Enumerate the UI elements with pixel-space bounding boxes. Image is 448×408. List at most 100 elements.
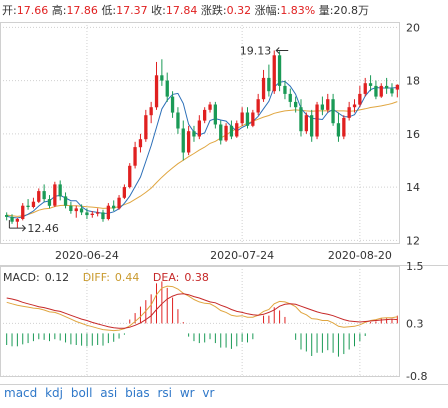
candlestick-series [5,50,399,229]
axis-labels: 20 18 16 14 12 2020-06-24 2020-07-24 2020-08-20… [55,21,427,383]
tab-asi[interactable]: asi [100,386,118,400]
candle-body [283,85,287,94]
candle-body [58,184,62,197]
candle-body [299,107,303,132]
close-label: 收: [151,4,166,17]
candle-body [5,215,9,217]
candle-body [101,212,105,220]
candle-body [31,201,36,207]
candle-body [144,115,148,140]
macd-legend: MACD: 0.12 DIFF: 0.44 DEA: 0.38 [3,271,219,284]
candle-body [128,165,132,188]
x-tick-label: 2020-08-20 [328,249,392,262]
candle-body [208,104,212,110]
tab-wr[interactable]: wr [179,386,195,400]
candle-body [245,112,250,126]
macd-y-tick-label: 0.3 [406,317,424,330]
candle-body [224,125,228,141]
open-label: 开: [2,4,17,17]
candle-body [395,84,399,90]
tab-kdj[interactable]: kdj [45,386,63,400]
price-y-tick-label: 20 [406,21,420,34]
candle-body [256,99,260,113]
candle-body [326,99,330,110]
candle-body [342,117,346,137]
macd-legend-dea: DEA: 0.38 [153,271,214,284]
candle-body [363,83,367,94]
candle-body [79,208,84,213]
quote-info-bar: 开:17.66 高:17.86 低:17.37 收:17.84 涨跌:0.32 … [0,0,448,22]
macd-y-tick-label: 1.5 [406,260,424,273]
x-tick-label: 2020-07-24 [210,249,274,262]
candle-body [26,205,30,207]
candle-body [10,216,14,222]
candle-body [240,112,244,124]
candle-body [320,104,324,110]
high-label: 高: [51,4,67,17]
vol-value: 20.8万 [333,4,369,17]
candle-body [219,124,223,141]
macd-panel-frame [0,266,400,377]
candle-body [277,55,282,86]
candle-body [261,77,266,100]
candle-body [229,125,234,137]
candle-body [251,112,255,126]
candle-body [117,197,121,209]
diff-value: 0.44 [114,271,140,284]
candle-body [47,199,52,206]
pct-value: 1.83% [280,4,316,17]
candle-body [42,191,46,200]
candle-body [294,101,298,108]
close-value: 17.84 [165,4,198,17]
candle-body [133,147,137,166]
low-annotation-label: 12.46 [27,222,59,235]
tab-rsi[interactable]: rsi [157,386,172,400]
macd-value: 0.12 [44,271,70,284]
tab-bias[interactable]: bias [125,386,150,400]
macd-legend-diff: DIFF: 0.44 [83,271,145,284]
dea-value: 0.38 [184,271,209,284]
candle-body [106,205,110,219]
candle-body [53,184,57,206]
candle-body [187,131,191,153]
candle-body [176,112,180,129]
candle-body [69,205,73,211]
diff-label: DIFF: [82,271,110,284]
candle-body [315,104,319,137]
candle-body [138,139,143,148]
dea-line [6,293,398,329]
macd-legend-macd: MACD: 0.12 [3,271,74,284]
candle-body [347,107,351,118]
high-annotation-arrowhead [275,47,280,54]
high-annotation-label: 19.13 [240,44,272,57]
macd-label: MACD: [3,271,40,284]
candle-body [197,120,201,137]
candle-body [15,219,19,222]
price-annotations: 19.13 12.46 [8,44,289,235]
candle-body [368,83,373,86]
tab-macd[interactable]: macd [4,386,38,400]
pct-label: 涨幅: [254,4,281,17]
candle-body [37,191,41,202]
diff-line [6,285,398,332]
low-value: 17.37 [116,4,148,17]
candle-body [154,75,159,108]
tab-boll[interactable]: boll [70,386,93,400]
low-label: 低: [101,4,117,17]
candle-body [267,77,271,92]
dea-label: DEA: [152,271,180,284]
tab-vr[interactable]: vr [202,386,215,400]
high-value: 17.86 [66,4,98,17]
candle-body [352,104,357,108]
candle-body [96,212,100,214]
candle-body [112,205,116,209]
candle-body [390,88,394,94]
candle-body [374,85,378,97]
price-y-tick-label: 18 [406,75,420,88]
candle-body [63,196,68,206]
candle-body [181,128,185,153]
price-y-tick-label: 16 [406,128,420,141]
candle-body [213,104,217,125]
change-label: 涨跌: [200,4,227,17]
